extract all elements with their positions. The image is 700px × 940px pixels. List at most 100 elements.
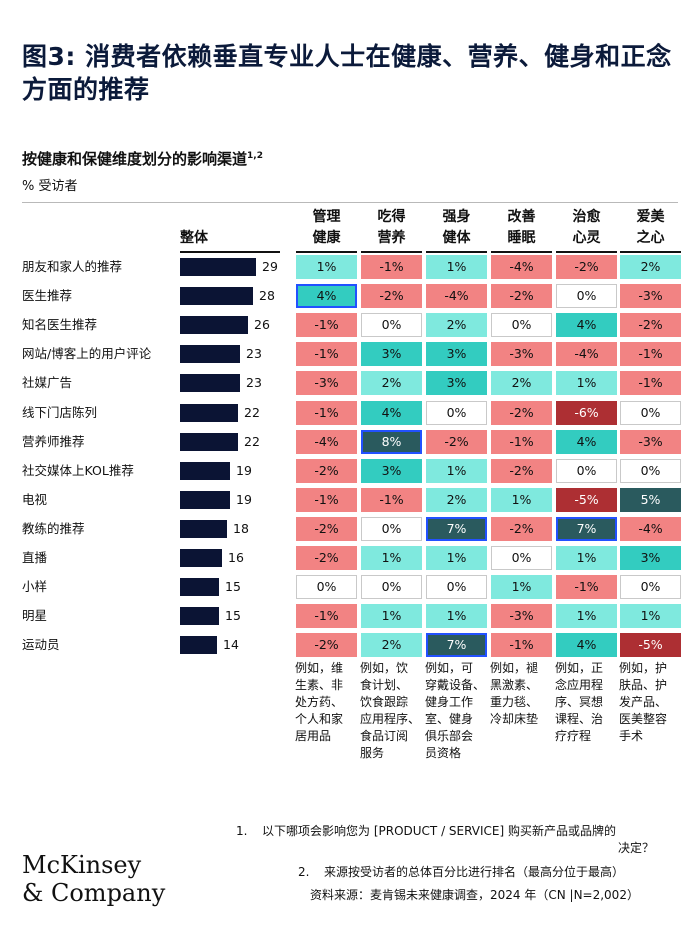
delta-cell: 0% [620,400,681,425]
overall-value: 15 [225,608,241,624]
footnote-1-number: 1. [236,824,248,838]
column-header-underline-2 [361,251,422,253]
delta-cell: -1% [556,575,617,600]
delta-cell: -3% [620,284,681,309]
delta-cell: -2% [491,400,552,425]
delta-cell: 1% [296,255,357,279]
column-header-underline-6 [620,251,681,253]
overall-value: 23 [246,375,262,391]
delta-cell: -1% [296,400,357,425]
delta-cell: -2% [491,284,552,309]
delta-cell: 8% [361,429,422,454]
delta-cell: -6% [556,400,617,425]
delta-cell: 0% [361,516,422,541]
chart-subtitle: 按健康和保健维度划分的影响渠道1,2 [22,148,263,169]
overall-value: 15 [225,579,241,595]
delta-cell: -4% [296,429,357,454]
overall-bar [180,607,219,626]
overall-bar [180,258,256,276]
row-label: 直播 [22,550,48,565]
row-label: 医生推荐 [22,288,73,304]
delta-cell: 3% [620,546,681,570]
delta-cell: 4% [556,313,617,338]
logo-line-2: & Company [22,879,166,907]
overall-value: 23 [246,346,262,362]
overall-value: 26 [254,317,270,333]
overall-value: 14 [223,637,239,653]
delta-cell: -2% [296,516,357,541]
delta-cell: -1% [491,429,552,454]
column-header-4: 改善 睡眠 [507,209,536,246]
delta-cell: 4% [361,400,422,425]
delta-cell: -1% [296,604,357,629]
delta-cell: -3% [296,371,357,396]
delta-cell: 0% [361,313,422,338]
column-header-underline-1 [296,251,357,253]
page-title: 图3: 消费者依赖垂直专业人士在健康、营养、健身和正念方面的推荐 [22,42,672,104]
delta-cell: 1% [426,604,487,629]
overall-bar [180,287,253,306]
delta-cell: -3% [620,429,681,454]
delta-cell: -1% [296,487,357,512]
column-header-5: 治愈 心灵 [572,209,601,246]
delta-cell: -1% [361,255,422,279]
row-label: 线下门店陈列 [22,404,98,420]
delta-cell: -2% [491,516,552,541]
delta-cell: 1% [426,255,487,279]
delta-cell: 0% [426,400,487,425]
delta-cell: -3% [491,604,552,629]
column-header-6: 爱美 之心 [636,209,665,246]
delta-cell: -3% [491,342,552,367]
delta-cell: 0% [361,575,422,600]
delta-cell: 1% [361,546,422,570]
delta-cell: 1% [620,604,681,629]
delta-cell: -2% [296,546,357,570]
footnote-1-text: 以下哪项会影响您为 [PRODUCT / SERVICE] 购买新产品或品牌的 [262,824,617,838]
overall-bar [180,345,240,364]
row-label: 社交媒体上KOL推荐 [22,462,134,478]
column-examples-2: 例如，饮 食计划、 饮食跟踪 应用程序、 食品订阅 服务 [360,661,421,760]
overall-value: 22 [244,433,260,449]
delta-cell: 1% [426,458,487,483]
delta-cell: -5% [556,487,617,512]
overall-value: 16 [228,550,244,565]
row-label: 朋友和家人的推荐 [22,259,123,274]
delta-cell: 2% [426,487,487,512]
delta-cell: 0% [296,575,357,600]
row-label: 电视 [22,491,48,507]
delta-cell: 4% [556,429,617,454]
delta-cell: 1% [556,546,617,570]
overall-bar [180,316,248,335]
delta-cell: 5% [620,487,681,512]
delta-cell: 7% [556,516,617,541]
row-label: 网站/博客上的用户评论 [22,346,152,362]
unit-label: % 受访者 [22,179,78,194]
footnote-2-number: 2. [298,865,310,879]
delta-cell: -1% [296,313,357,338]
delta-cell: 3% [361,342,422,367]
column-examples-5: 例如，正 念应用程 序、冥想 课程、治 疗疗程 [555,661,604,743]
overall-value: 19 [236,462,252,478]
overall-bar [180,432,238,451]
delta-cell: 0% [491,313,552,338]
delta-cell: 4% [556,633,617,658]
column-header-underline-4 [491,251,552,253]
overall-bar [180,403,238,422]
delta-cell: 1% [556,371,617,396]
delta-cell: -1% [296,342,357,367]
overall-bar [180,636,217,655]
column-header-1: 管理 健康 [312,209,341,246]
column-examples-6: 例如，护 肤品、护 发产品、 医美整容 手术 [619,661,668,743]
delta-cell: -4% [620,516,681,541]
logo-line-1: McKinsey [22,851,142,879]
footnote-2-text: 来源按受访者的总体百分比进行排名（最高分位于最高） [324,865,625,879]
column-header-underline-5 [556,251,617,253]
delta-cell: 4% [296,284,357,309]
delta-cell: 2% [491,371,552,396]
delta-cell: 1% [361,604,422,629]
delta-cell: -1% [620,371,681,396]
subtitle-footnote-ref: 1,2 [247,151,263,161]
chart-subtitle-text: 按健康和保健维度划分的影响渠道 [22,150,248,168]
column-examples-3: 例如，可 穿戴设备、 健身工作 室、健身 俱乐部会 员资格 [425,661,486,760]
column-header-2: 吃得 营养 [377,209,406,246]
